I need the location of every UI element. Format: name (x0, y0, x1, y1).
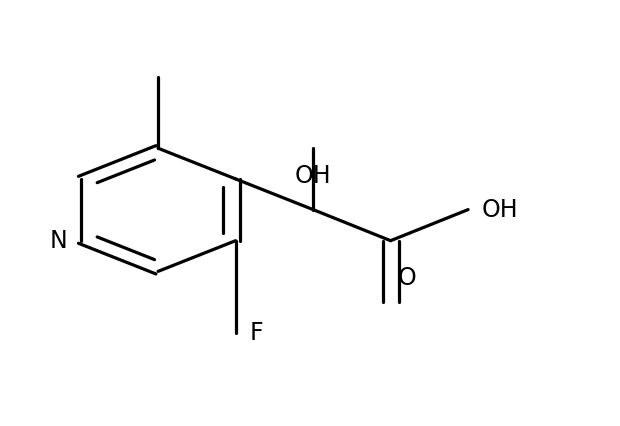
Text: O: O (398, 266, 417, 290)
Text: I: I (154, 94, 162, 118)
Text: OH: OH (482, 198, 518, 222)
Text: N: N (49, 229, 67, 253)
Text: F: F (249, 321, 263, 345)
Text: OH: OH (294, 164, 332, 188)
